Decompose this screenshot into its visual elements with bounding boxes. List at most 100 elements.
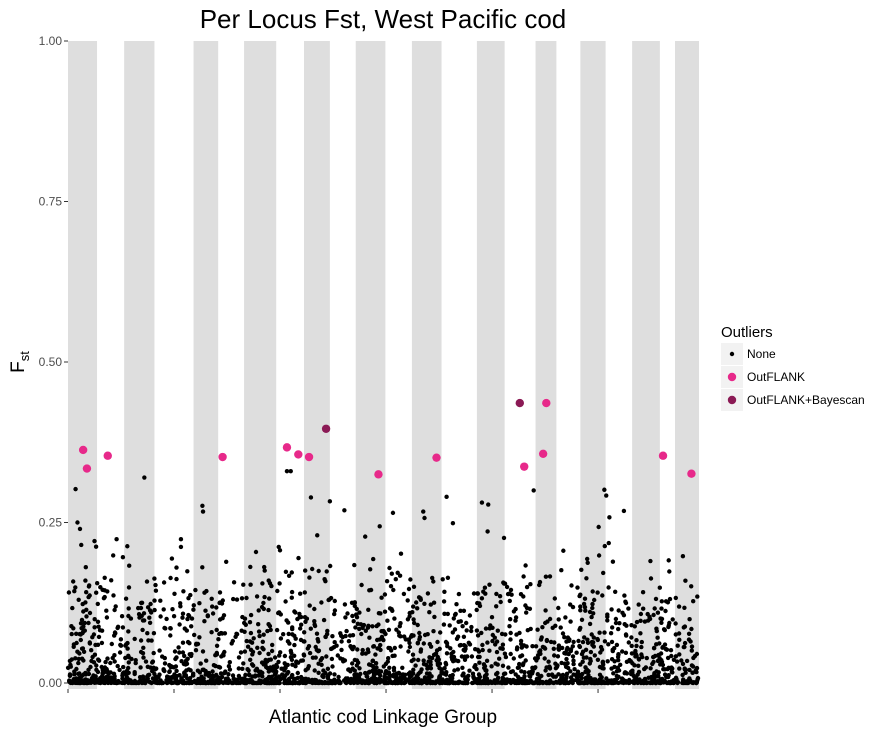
point-none bbox=[655, 635, 660, 640]
point-none bbox=[168, 633, 173, 638]
point-none bbox=[377, 524, 382, 529]
point-none bbox=[350, 661, 355, 666]
point-none bbox=[248, 657, 253, 662]
point-none bbox=[670, 617, 675, 622]
point-none bbox=[486, 502, 491, 507]
point-none bbox=[214, 605, 219, 610]
point-none bbox=[234, 597, 240, 602]
point-none bbox=[368, 662, 373, 668]
point-none bbox=[544, 637, 550, 643]
point-none bbox=[365, 625, 371, 630]
point-none bbox=[495, 628, 500, 633]
point-none bbox=[623, 632, 629, 637]
point-none bbox=[302, 615, 308, 620]
point-none bbox=[319, 600, 324, 605]
point-none bbox=[469, 628, 474, 634]
point-none bbox=[158, 598, 163, 603]
point-none bbox=[172, 649, 178, 654]
point-none bbox=[387, 676, 392, 681]
point-none bbox=[524, 605, 530, 611]
point-none bbox=[319, 656, 325, 661]
point-none bbox=[596, 553, 602, 558]
point-none bbox=[615, 665, 620, 670]
point-none bbox=[473, 663, 478, 668]
point-none bbox=[344, 628, 349, 634]
point-none bbox=[687, 667, 692, 673]
point-none bbox=[217, 631, 222, 637]
point-none bbox=[133, 660, 138, 666]
point-none bbox=[519, 645, 524, 650]
point-none bbox=[292, 642, 297, 648]
point-none bbox=[508, 617, 513, 622]
point-none bbox=[425, 632, 430, 637]
point-none bbox=[105, 656, 110, 661]
y-tick-label: 0.00 bbox=[39, 676, 63, 690]
point-none bbox=[302, 639, 307, 644]
point-none bbox=[673, 654, 679, 659]
point-none bbox=[221, 613, 227, 618]
point-none bbox=[180, 650, 186, 655]
point-none bbox=[237, 680, 243, 686]
point-none bbox=[69, 631, 74, 637]
y-tick-label: 0.50 bbox=[39, 355, 63, 369]
point-none bbox=[641, 680, 647, 686]
point-none bbox=[561, 548, 566, 553]
point-outflank bbox=[432, 453, 441, 462]
point-none bbox=[222, 649, 227, 655]
point-none bbox=[86, 667, 91, 672]
point-none bbox=[126, 655, 131, 660]
point-none bbox=[475, 633, 481, 638]
point-none bbox=[483, 591, 488, 596]
point-none bbox=[445, 644, 450, 649]
point-none bbox=[389, 648, 394, 653]
point-none bbox=[477, 654, 482, 660]
point-none bbox=[474, 679, 479, 685]
point-none bbox=[427, 671, 432, 676]
point-none bbox=[72, 680, 77, 685]
point-none bbox=[483, 626, 489, 631]
point-none bbox=[417, 637, 422, 642]
point-none bbox=[359, 582, 364, 588]
legend-key-point bbox=[727, 395, 737, 405]
point-none bbox=[400, 665, 405, 670]
point-none bbox=[470, 671, 476, 676]
point-none bbox=[113, 604, 118, 609]
point-none bbox=[140, 627, 145, 633]
point-none bbox=[247, 620, 253, 625]
point-none bbox=[451, 616, 456, 621]
point-none bbox=[651, 645, 657, 651]
point-none bbox=[344, 679, 349, 684]
point-none bbox=[213, 653, 218, 658]
point-none bbox=[524, 610, 529, 615]
point-none bbox=[397, 624, 402, 629]
point-none bbox=[234, 680, 239, 685]
point-none bbox=[102, 594, 107, 600]
point-none bbox=[286, 631, 291, 637]
point-none bbox=[112, 653, 117, 658]
point-none bbox=[181, 589, 186, 594]
point-none bbox=[289, 589, 295, 595]
point-none bbox=[81, 629, 86, 634]
point-none bbox=[391, 587, 396, 593]
point-none bbox=[421, 658, 426, 663]
point-none bbox=[508, 680, 513, 685]
point-none bbox=[347, 680, 353, 685]
point-none bbox=[203, 672, 208, 677]
point-none bbox=[440, 577, 445, 582]
point-none bbox=[283, 569, 289, 574]
point-none bbox=[680, 661, 686, 667]
point-none bbox=[506, 665, 511, 670]
point-none bbox=[578, 604, 583, 609]
point-none bbox=[222, 631, 228, 636]
point-none bbox=[182, 680, 187, 686]
point-none bbox=[415, 606, 420, 611]
point-none bbox=[249, 640, 255, 645]
point-none bbox=[262, 568, 267, 573]
point-none bbox=[177, 650, 182, 655]
point-none bbox=[323, 579, 328, 584]
point-none bbox=[267, 666, 272, 672]
point-none bbox=[567, 637, 572, 642]
point-none bbox=[564, 675, 569, 681]
point-none bbox=[564, 680, 570, 685]
point-outflank bbox=[542, 398, 551, 408]
